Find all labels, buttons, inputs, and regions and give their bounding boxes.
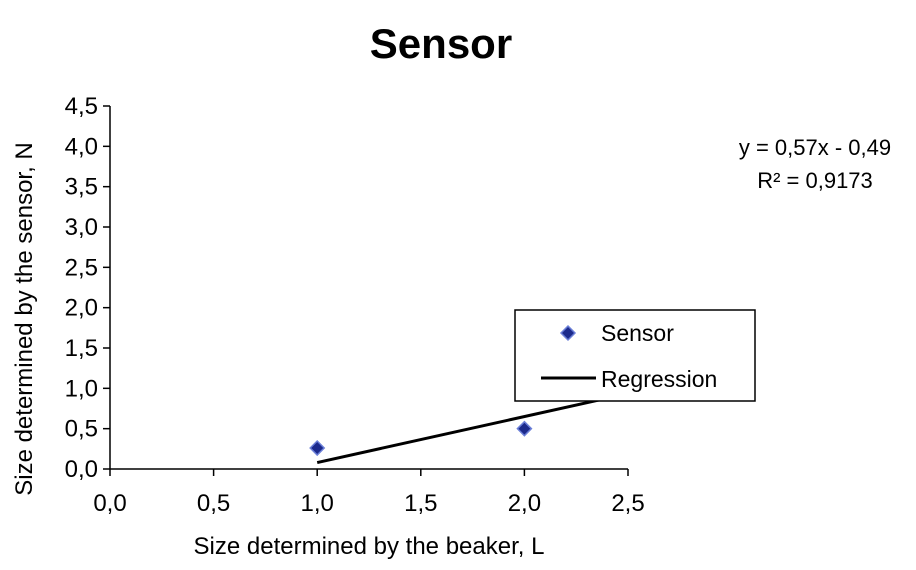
r-squared-value: R² = 0,9173 — [757, 168, 873, 193]
regression-equation: y = 0,57x - 0,49 — [739, 135, 891, 160]
y-tick-label: 2,5 — [65, 254, 98, 281]
x-axis-label: Size determined by the beaker, L — [194, 533, 545, 560]
legend-label-sensor: Sensor — [601, 320, 674, 346]
legend: Sensor Regression — [514, 309, 756, 402]
data-point-sensor — [309, 439, 326, 457]
y-tick-label: 1,5 — [65, 335, 98, 362]
x-axis-ticks: 0,0 0,5 1,0 1,5 2,0 2,5 — [93, 469, 645, 517]
data-marks — [309, 392, 629, 465]
x-tick-label: 2,5 — [611, 490, 644, 517]
chart-title: Sensor — [370, 20, 512, 67]
legend-box — [514, 309, 756, 402]
x-tick-label: 0,5 — [197, 490, 230, 517]
y-tick-label: 1,0 — [65, 375, 98, 402]
y-tick-label: 3,0 — [65, 214, 98, 241]
y-tick-label: 0,0 — [65, 456, 98, 483]
y-tick-label: 2,0 — [65, 295, 98, 322]
y-tick-label: 3,5 — [65, 174, 98, 201]
regression-line — [316, 392, 629, 465]
x-tick-label: 2,0 — [508, 490, 541, 517]
y-tick-label: 4,5 — [65, 93, 98, 120]
y-axis-ticks: 0,0 0,5 1,0 1,5 2,0 2,5 3,0 3,5 4,0 4,5 — [65, 93, 110, 483]
y-axis-label: Size determined by the sensor, N — [11, 142, 38, 496]
legend-label-regression: Regression — [601, 366, 717, 392]
x-tick-label: 1,5 — [404, 490, 437, 517]
y-tick-label: 0,5 — [65, 416, 98, 443]
y-tick-label: 4,0 — [65, 133, 98, 160]
x-tick-label: 0,0 — [93, 490, 126, 517]
plot-area — [109, 106, 628, 470]
data-point-sensor — [516, 420, 533, 437]
legend-marker-sensor — [559, 324, 577, 342]
x-tick-label: 1,0 — [301, 490, 334, 517]
